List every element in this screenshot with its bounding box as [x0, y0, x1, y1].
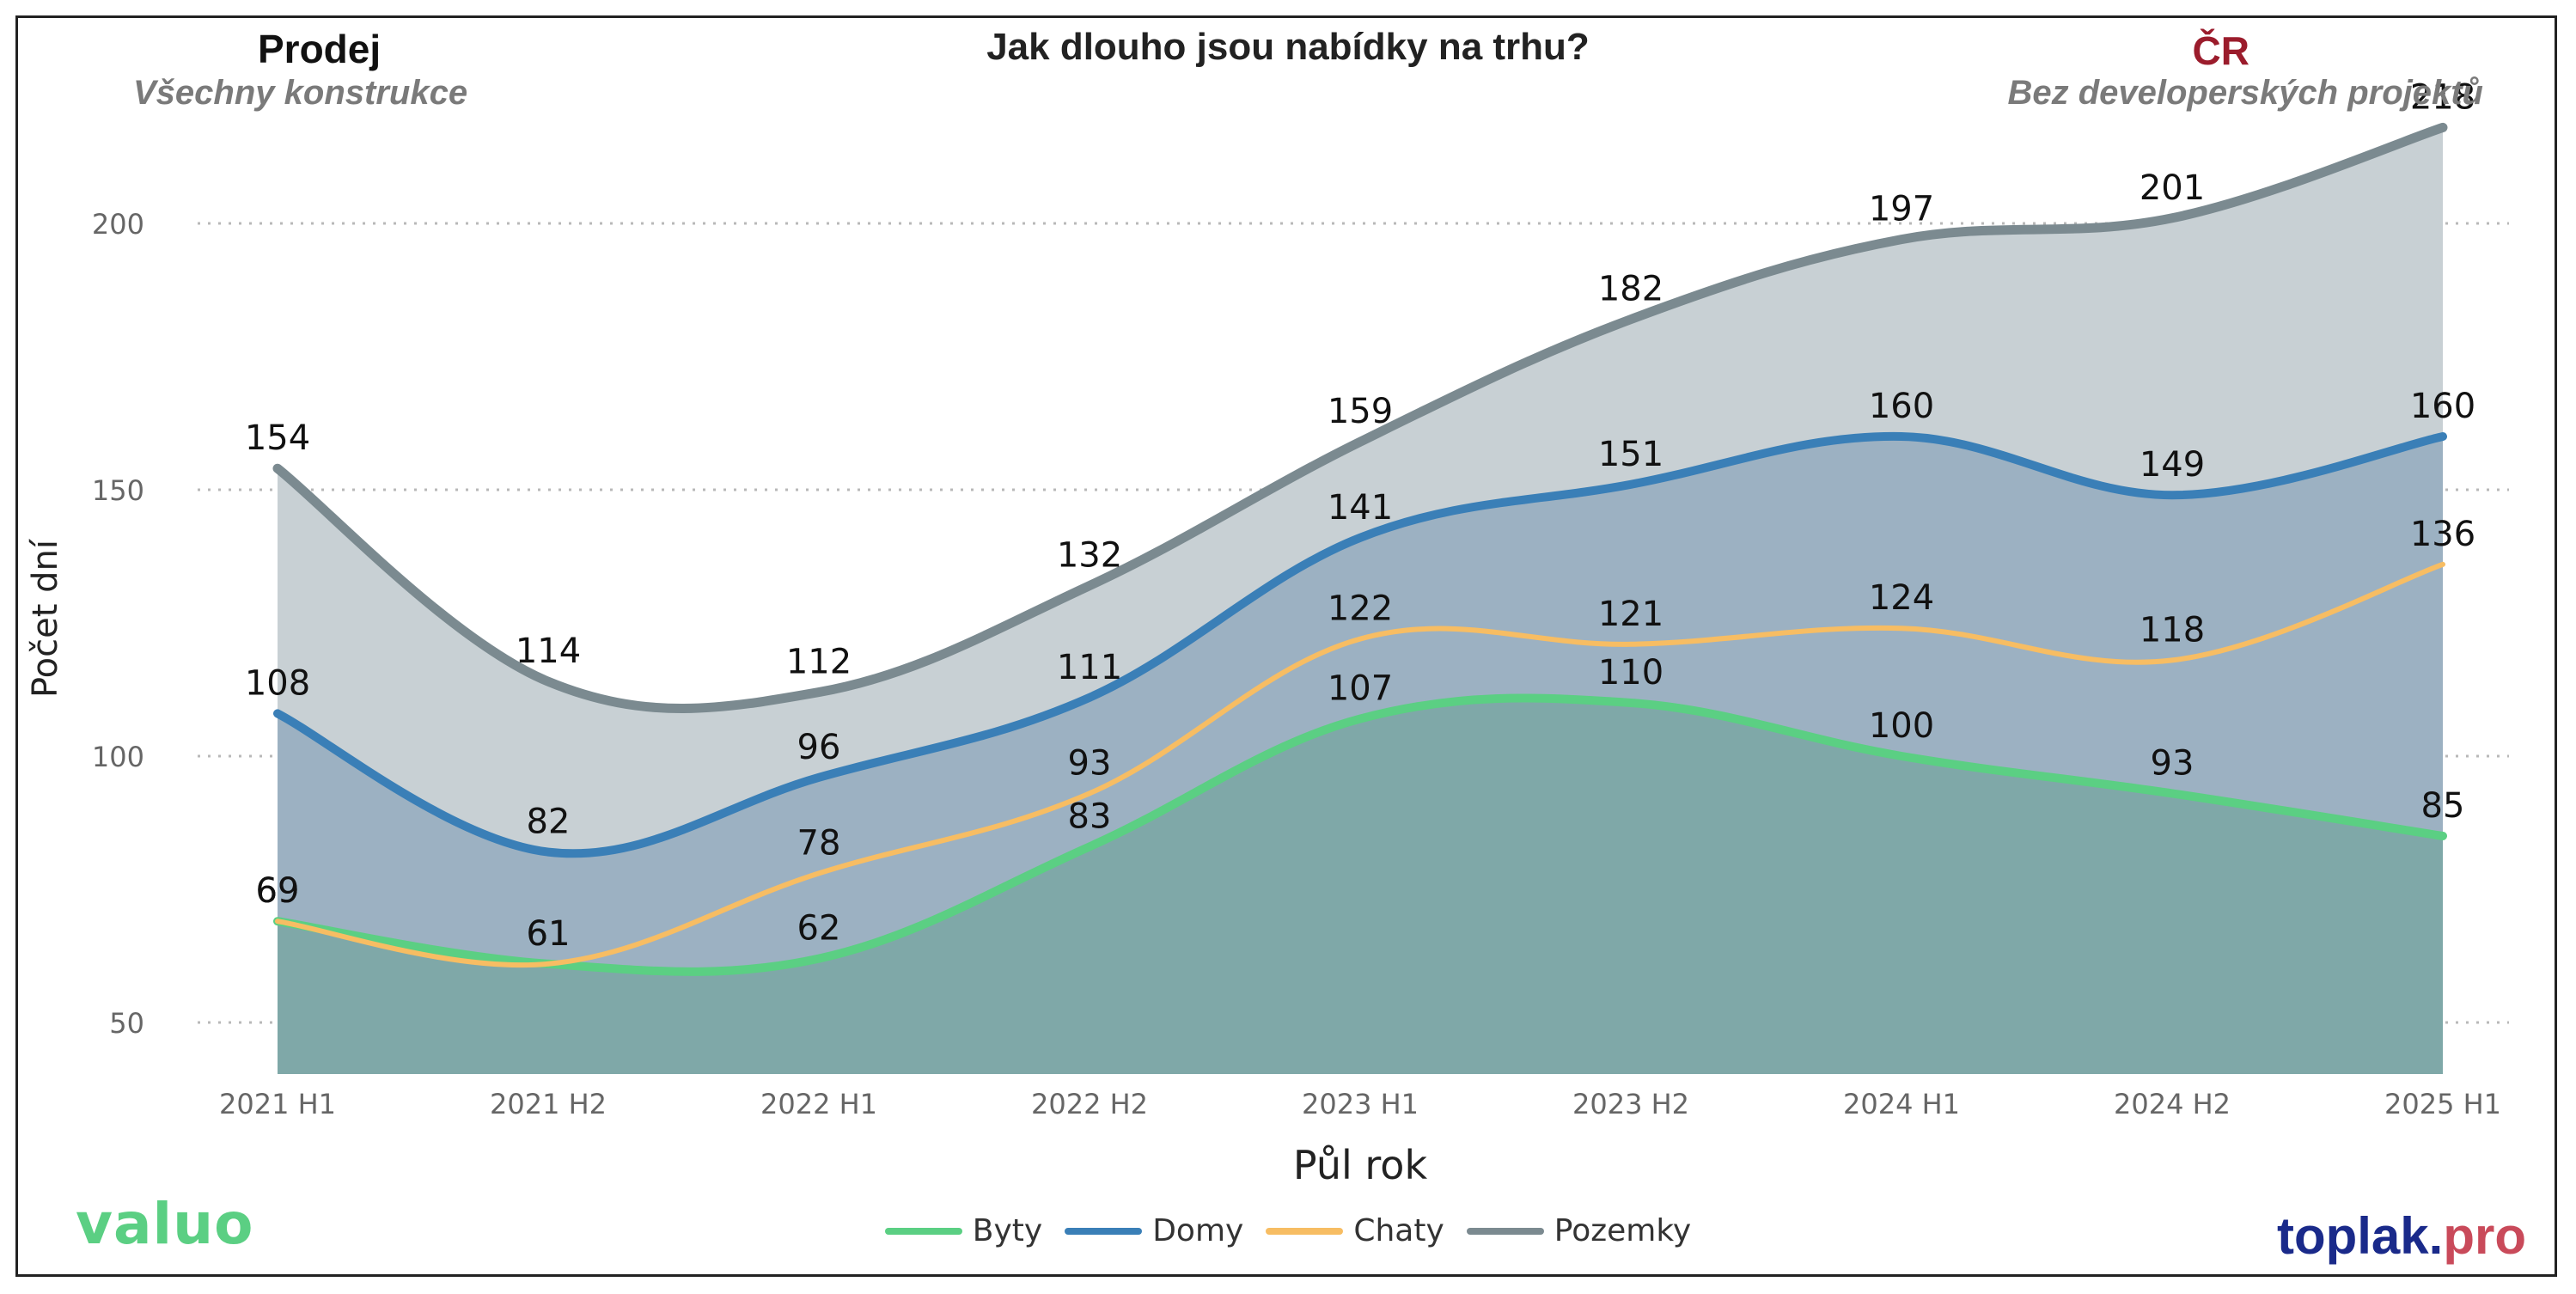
- toplak-logo-part3: pro: [2443, 1207, 2526, 1265]
- data-label-pozemky: 114: [516, 632, 581, 671]
- data-label-domy: 82: [527, 803, 571, 842]
- line-chaty: [275, 561, 2445, 968]
- legend-label: Byty: [972, 1213, 1043, 1248]
- data-label-pozemky: 154: [245, 418, 310, 458]
- legend-label: Pozemky: [1554, 1213, 1692, 1248]
- legend-swatch: [1266, 1227, 1344, 1235]
- data-label-chaty: 93: [1068, 743, 1112, 783]
- data-label-domy: 141: [1328, 488, 1393, 528]
- y-axis-title: Počet dní: [26, 538, 65, 698]
- data-label-chaty: 69: [256, 871, 300, 911]
- data-label-domy: 149: [2140, 445, 2205, 485]
- y-tick-label: 50: [109, 1007, 144, 1040]
- data-label-byty: 107: [1328, 669, 1393, 709]
- x-tick-label: 2021 H1: [219, 1088, 336, 1120]
- legend-item-pozemky: Pozemky: [1466, 1213, 1692, 1248]
- data-label-byty: 69: [256, 871, 300, 911]
- legend-label: Domy: [1152, 1213, 1244, 1248]
- line-pozemky: [272, 122, 2448, 713]
- data-label-domy: 111: [1057, 648, 1122, 687]
- y-tick-label: 100: [92, 741, 144, 773]
- line-layer: [272, 122, 2448, 976]
- data-label-pozemky: 218: [2410, 77, 2475, 117]
- legend-item-byty: Byty: [884, 1213, 1043, 1248]
- data-label-byty: 61: [527, 914, 571, 954]
- data-label-domy: 160: [2410, 387, 2475, 426]
- right-title: ČR: [2192, 28, 2249, 73]
- x-tick-label: 2025 H1: [2384, 1088, 2501, 1120]
- area-byty: [278, 698, 2443, 1074]
- toplak-logo-dot: .: [2428, 1207, 2444, 1265]
- legend-label: Chaty: [1353, 1213, 1444, 1248]
- legend-item-chaty: Chaty: [1266, 1213, 1444, 1248]
- y-tick-label: 150: [92, 474, 144, 507]
- data-label-chaty: 136: [2410, 515, 2475, 554]
- data-label-domy: 108: [245, 663, 310, 703]
- chart-legend: Byty Domy Chaty Pozemky: [0, 1213, 2576, 1248]
- data-label-byty: 110: [1598, 653, 1663, 693]
- data-label-chaty: 61: [527, 914, 571, 954]
- x-tick-label: 2022 H2: [1031, 1088, 1148, 1120]
- x-tick-label: 2023 H2: [1572, 1088, 1689, 1120]
- data-label-byty: 100: [1869, 706, 1934, 746]
- data-label-pozemky: 112: [786, 643, 852, 682]
- toplak-logo-part1: toplak: [2276, 1207, 2429, 1265]
- data-label-domy: 151: [1598, 435, 1663, 474]
- data-label-chaty: 78: [797, 823, 841, 863]
- x-tick-label: 2022 H1: [760, 1088, 877, 1120]
- right-subtitle: Bez developerských projektů: [2007, 74, 2483, 112]
- data-label-byty: 85: [2421, 786, 2465, 826]
- data-label-domy: 96: [797, 728, 841, 767]
- data-label-chaty: 121: [1598, 595, 1663, 634]
- data-label-chaty: 124: [1869, 578, 1934, 618]
- chart-title: Jak dlouho jsou nabídky na trhu?: [986, 26, 1590, 68]
- data-label-domy: 160: [1869, 387, 1934, 426]
- label-layer: 69 61 62 83 107 110 100 93 85 108 82 96 111 141 151 160…: [245, 77, 2475, 953]
- data-label-pozemky: 132: [1057, 536, 1122, 576]
- data-label-pozemky: 159: [1328, 392, 1393, 431]
- axis-layer: 50 100 150 200 2021 H1 2021 H2 2022 H1 2022 H2 2…: [26, 208, 2501, 1188]
- data-label-chaty: 118: [2140, 610, 2205, 650]
- area-layer: [278, 127, 2443, 1074]
- toplak-logo: toplak.pro: [2277, 1206, 2526, 1266]
- line-domy: [273, 431, 2447, 858]
- chart-frame: [15, 15, 2557, 1277]
- data-label-byty: 62: [797, 909, 841, 949]
- data-label-chaty: 122: [1328, 589, 1393, 629]
- legend-swatch: [1466, 1227, 1544, 1235]
- x-axis-title: Půl rok: [1293, 1142, 1428, 1188]
- x-tick-label: 2024 H2: [2114, 1088, 2231, 1120]
- valuo-logo: valuo: [76, 1191, 254, 1257]
- legend-swatch: [1065, 1227, 1143, 1235]
- y-tick-label: 200: [92, 208, 144, 241]
- left-title: Prodej: [258, 27, 382, 71]
- x-tick-label: 2024 H1: [1843, 1088, 1960, 1120]
- data-label-pozemky: 201: [2140, 168, 2205, 208]
- left-subtitle: Všechny konstrukce: [133, 74, 468, 112]
- x-tick-label: 2023 H1: [1302, 1088, 1419, 1120]
- data-label-pozemky: 197: [1869, 190, 1934, 229]
- data-label-byty: 93: [2151, 743, 2194, 783]
- data-label-pozemky: 182: [1598, 270, 1663, 309]
- legend-swatch: [884, 1227, 962, 1235]
- legend-item-domy: Domy: [1065, 1213, 1243, 1248]
- data-label-byty: 83: [1068, 797, 1112, 836]
- line-byty: [273, 693, 2447, 976]
- x-tick-label: 2021 H2: [490, 1088, 607, 1120]
